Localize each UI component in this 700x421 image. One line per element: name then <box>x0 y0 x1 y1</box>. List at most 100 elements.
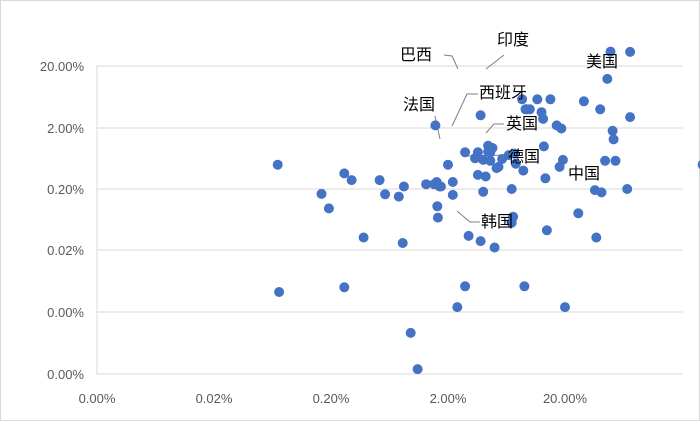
country-label: 韩国 <box>481 212 513 231</box>
leader-line <box>451 93 478 127</box>
data-point <box>447 177 458 187</box>
data-point <box>272 159 283 170</box>
data-points <box>272 46 700 375</box>
data-point <box>475 110 486 121</box>
data-point <box>524 104 535 115</box>
data-point <box>405 327 416 338</box>
labeled-point <box>605 46 616 57</box>
data-point <box>443 159 453 170</box>
data-point <box>380 189 391 200</box>
data-point <box>460 147 471 158</box>
data-point <box>447 189 458 200</box>
y-tick-label: 20.00% <box>40 59 85 74</box>
country-label: 英国 <box>506 114 538 133</box>
data-point <box>346 175 357 186</box>
x-tick-label: 20.00% <box>543 391 588 406</box>
labeled-point <box>608 134 619 145</box>
data-point <box>560 302 570 313</box>
labeled-point <box>596 187 607 198</box>
labeled-point <box>697 160 700 169</box>
y-tick-label: 0.00% <box>47 305 84 320</box>
data-point <box>452 302 463 313</box>
data-point <box>339 168 350 179</box>
leader-lines <box>434 54 507 223</box>
data-point <box>421 179 432 190</box>
data-point <box>472 147 483 158</box>
data-point <box>358 232 369 243</box>
data-point <box>545 94 556 105</box>
labeled-point <box>595 104 606 115</box>
data-point <box>517 94 528 105</box>
data-point <box>485 155 496 166</box>
data-point <box>519 281 530 292</box>
data-point <box>622 184 633 194</box>
data-point <box>541 225 552 236</box>
data-point <box>430 120 441 131</box>
data-point <box>509 148 520 159</box>
data-point <box>432 201 443 212</box>
y-tick-label: 2.00% <box>47 121 84 136</box>
data-point <box>374 175 385 186</box>
data-point <box>591 232 602 243</box>
data-point <box>432 212 443 223</box>
leader-line <box>456 210 480 223</box>
country-label: 巴西 <box>400 45 432 64</box>
labeled-point <box>602 73 613 84</box>
y-tick-label: 0.02% <box>47 243 84 258</box>
leader-line <box>443 54 459 70</box>
data-point <box>316 188 327 199</box>
x-tick-label: 0.00% <box>79 391 116 406</box>
y-tick-label: 0.20% <box>47 182 84 197</box>
data-point <box>538 141 549 152</box>
x-axis-ticks: 0.00% 0.02% 0.20% 2.00% 20.00% <box>79 391 588 406</box>
data-point <box>538 113 549 124</box>
data-point <box>532 94 543 105</box>
data-point <box>610 155 621 166</box>
data-point <box>339 282 350 293</box>
data-point <box>460 281 471 292</box>
data-point <box>508 211 519 222</box>
data-point <box>393 191 404 202</box>
data-point <box>475 236 486 247</box>
leader-line <box>485 123 504 134</box>
data-point <box>518 165 529 176</box>
data-point <box>506 184 517 194</box>
leader-line <box>485 54 505 70</box>
data-point <box>480 171 491 182</box>
labeled-point <box>625 46 636 57</box>
data-point <box>472 169 483 180</box>
data-point <box>489 242 500 253</box>
x-tick-label: 0.02% <box>196 391 233 406</box>
data-point <box>510 158 521 169</box>
country-label: 美国 <box>586 52 618 71</box>
country-label: 法国 <box>403 95 435 114</box>
country-label: 德国 <box>508 147 540 166</box>
x-tick-label: 2.00% <box>430 391 467 406</box>
gridlines <box>96 65 683 375</box>
data-point <box>556 123 567 134</box>
data-point <box>397 238 408 248</box>
data-point <box>463 230 474 241</box>
country-label: 印度 <box>497 30 529 49</box>
data-point <box>557 154 568 165</box>
data-point <box>478 186 489 197</box>
y-axis-ticks: 20.00% 2.00% 0.20% 0.02% 0.00% 0.00% <box>40 59 85 382</box>
data-point <box>493 161 504 172</box>
labeled-point <box>625 112 636 123</box>
data-point <box>274 287 285 297</box>
data-point <box>607 125 618 136</box>
data-point <box>323 203 334 214</box>
country-label: 中国 <box>568 164 600 183</box>
data-point <box>573 208 584 219</box>
data-point <box>600 155 611 166</box>
data-point <box>487 143 498 153</box>
data-point <box>398 181 409 192</box>
data-point <box>540 173 551 184</box>
data-point <box>435 181 446 192</box>
data-point <box>578 96 589 107</box>
data-point <box>412 364 423 375</box>
x-tick-label: 0.20% <box>313 391 350 406</box>
